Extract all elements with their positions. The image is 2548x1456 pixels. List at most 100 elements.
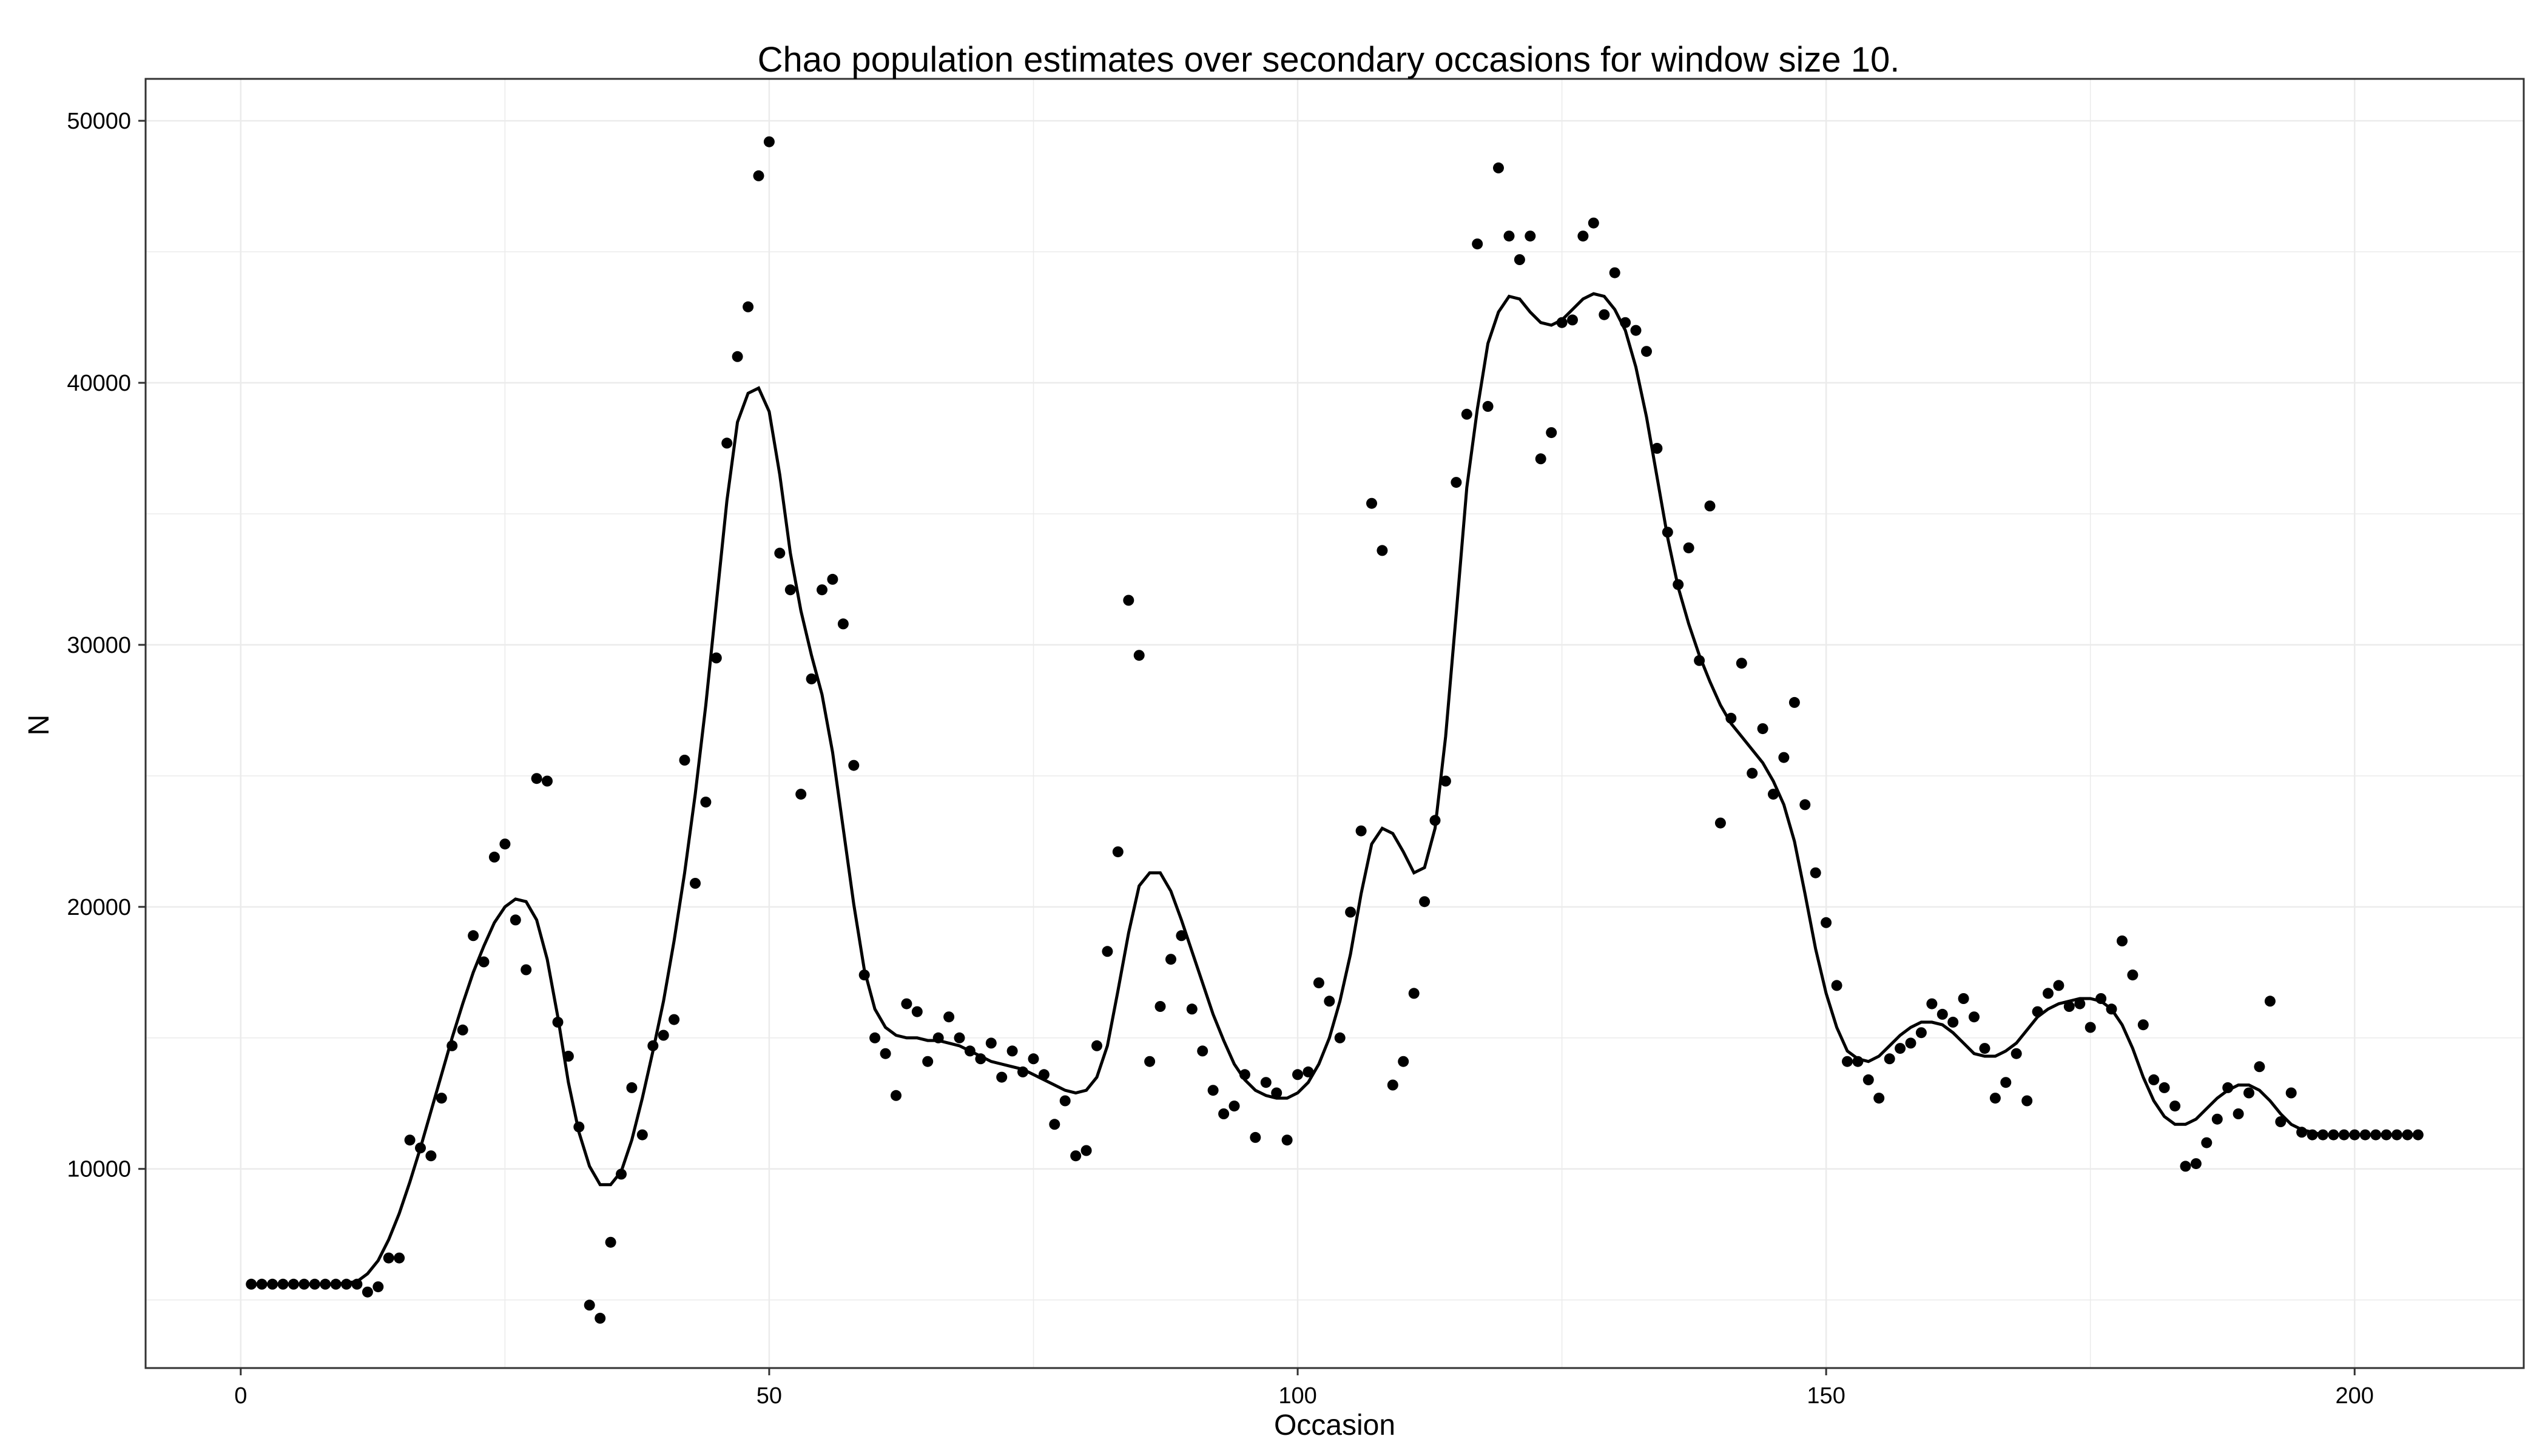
data-point bbox=[1958, 993, 1969, 1004]
data-point bbox=[425, 1150, 437, 1162]
data-point bbox=[1334, 1032, 1346, 1043]
data-point bbox=[1112, 846, 1124, 858]
data-point bbox=[341, 1278, 352, 1290]
data-point bbox=[1070, 1150, 1082, 1162]
data-point bbox=[975, 1053, 986, 1065]
data-point bbox=[1440, 775, 1451, 787]
data-point bbox=[806, 673, 817, 685]
data-point bbox=[743, 301, 754, 312]
data-point bbox=[985, 1037, 997, 1049]
data-point bbox=[1862, 1074, 1874, 1085]
x-axis: 0 50 100 150 200 bbox=[234, 1368, 2374, 1409]
x-tick-label: 50 bbox=[757, 1383, 782, 1409]
data-point bbox=[1239, 1069, 1250, 1080]
data-point bbox=[1049, 1119, 1060, 1130]
data-point bbox=[1461, 408, 1472, 420]
data-point bbox=[1725, 712, 1737, 724]
data-point bbox=[2169, 1100, 2181, 1112]
data-point bbox=[658, 1030, 669, 1041]
data-point bbox=[362, 1286, 373, 1298]
data-point bbox=[1303, 1066, 1314, 1077]
data-point bbox=[1366, 497, 1377, 509]
data-point bbox=[2095, 993, 2107, 1004]
data-point bbox=[1979, 1043, 1990, 1054]
data-point bbox=[1821, 917, 1832, 928]
data-point bbox=[1091, 1040, 1102, 1051]
data-point bbox=[2032, 1006, 2043, 1017]
data-point bbox=[817, 584, 827, 596]
data-point bbox=[1683, 542, 1694, 554]
data-point bbox=[488, 851, 500, 863]
data-point bbox=[1006, 1045, 1018, 1057]
data-point bbox=[1704, 500, 1716, 511]
data-point bbox=[1197, 1045, 1208, 1057]
data-point bbox=[1641, 346, 1652, 357]
data-point bbox=[2201, 1137, 2213, 1148]
smoothed-line bbox=[251, 292, 2418, 1286]
y-axis-title: N bbox=[23, 715, 55, 736]
data-point bbox=[521, 964, 532, 976]
data-point bbox=[2402, 1129, 2413, 1141]
data-point bbox=[1525, 231, 1536, 242]
data-point bbox=[2010, 1048, 2022, 1059]
data-point bbox=[2296, 1127, 2308, 1138]
data-point bbox=[891, 1090, 902, 1101]
data-point bbox=[1514, 254, 1525, 265]
data-point bbox=[1292, 1069, 1303, 1080]
y-tick-label: 20000 bbox=[67, 895, 131, 920]
data-point bbox=[1936, 1008, 1948, 1020]
data-point bbox=[1250, 1131, 1261, 1143]
data-point bbox=[1503, 231, 1515, 242]
data-point bbox=[320, 1278, 331, 1290]
data-point bbox=[943, 1011, 955, 1023]
data-point bbox=[309, 1278, 320, 1290]
data-point bbox=[2000, 1077, 2012, 1088]
data-point bbox=[2222, 1082, 2234, 1093]
data-point bbox=[1387, 1079, 1398, 1091]
chart-title: Chao population estimates over secondary… bbox=[758, 40, 1900, 79]
data-point bbox=[880, 1048, 891, 1059]
data-point bbox=[1429, 815, 1441, 826]
data-point bbox=[457, 1024, 468, 1036]
data-point bbox=[1451, 477, 1462, 488]
data-point bbox=[1355, 825, 1367, 837]
data-point bbox=[1895, 1043, 1906, 1054]
data-point bbox=[394, 1252, 405, 1264]
y-tick-label: 30000 bbox=[67, 633, 131, 658]
data-point bbox=[2317, 1129, 2328, 1141]
data-point bbox=[2328, 1129, 2339, 1141]
data-point bbox=[954, 1032, 965, 1043]
data-point bbox=[584, 1299, 595, 1311]
data-point bbox=[552, 1016, 564, 1028]
data-point bbox=[2211, 1113, 2223, 1125]
data-point bbox=[795, 789, 807, 800]
data-point bbox=[1831, 980, 1842, 991]
data-point bbox=[1556, 317, 1568, 328]
data-point bbox=[1028, 1053, 1039, 1065]
data-point bbox=[837, 618, 849, 630]
data-point bbox=[1873, 1093, 1885, 1104]
data-point bbox=[256, 1278, 268, 1290]
data-point bbox=[858, 969, 870, 981]
data-point bbox=[2137, 1019, 2149, 1031]
data-point bbox=[1377, 545, 1388, 556]
data-point bbox=[499, 838, 511, 850]
data-point bbox=[901, 998, 912, 1009]
data-point bbox=[2117, 935, 2128, 946]
data-point bbox=[1810, 867, 1821, 878]
data-point bbox=[1588, 217, 1599, 229]
x-tick-label: 0 bbox=[234, 1383, 247, 1409]
data-point bbox=[2307, 1129, 2318, 1141]
data-point bbox=[1535, 453, 1546, 465]
data-point bbox=[869, 1032, 881, 1043]
data-point bbox=[1133, 650, 1145, 661]
data-point bbox=[1080, 1145, 1092, 1156]
data-point bbox=[2381, 1129, 2392, 1141]
data-point bbox=[2159, 1082, 2170, 1093]
data-point bbox=[1788, 696, 1800, 708]
data-point bbox=[2190, 1158, 2202, 1170]
data-point bbox=[2359, 1129, 2371, 1141]
data-point bbox=[2391, 1129, 2402, 1141]
data-point bbox=[447, 1040, 458, 1051]
